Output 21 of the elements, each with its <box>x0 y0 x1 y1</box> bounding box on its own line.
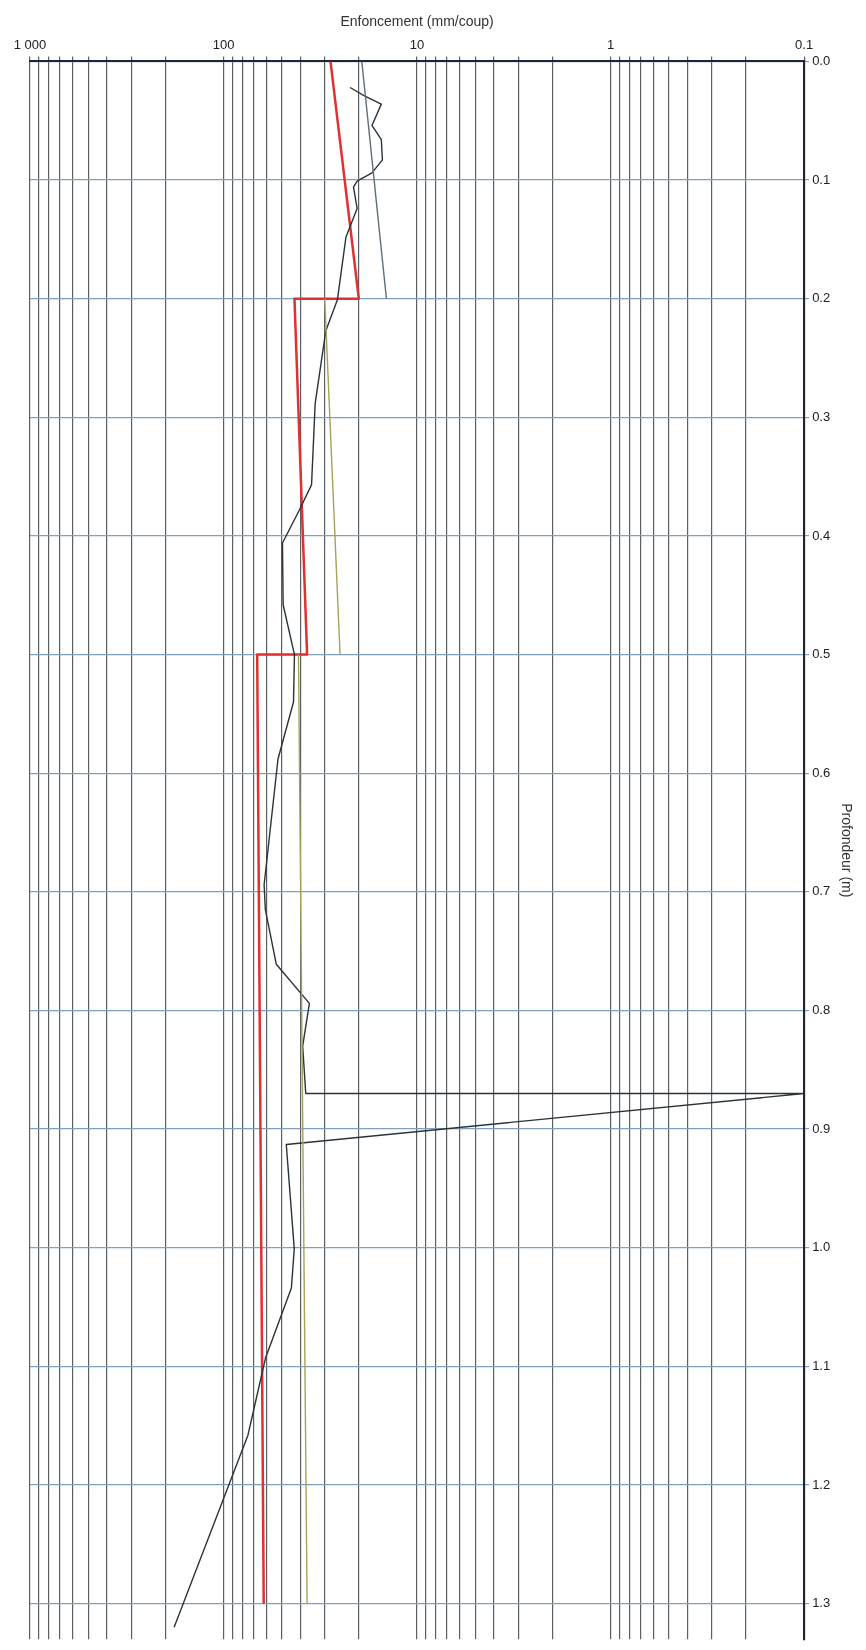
y-tick-label: 0.4 <box>812 527 831 543</box>
y-tick-label: 0.6 <box>812 764 831 780</box>
y-tick-label: 1.0 <box>812 1239 831 1255</box>
y-tick-label: 0.0 <box>812 52 831 68</box>
y-tick-label: 1.2 <box>812 1476 831 1492</box>
y-tick-label: 0.5 <box>812 646 831 662</box>
x-tick-label: 0.1 <box>795 37 814 53</box>
y-tick-label: 0.8 <box>812 1002 831 1018</box>
y-tick-label: 1.1 <box>812 1357 831 1373</box>
x-axis-title: Enfoncement (mm/coup) <box>340 13 494 30</box>
y-axis-title: Profondeur (m) <box>838 803 855 898</box>
y-tick-label: 0.1 <box>812 171 831 187</box>
y-tick-label: 0.2 <box>812 290 831 306</box>
y-tick-label: 0.7 <box>812 883 831 899</box>
x-tick-label: 1 000 <box>13 37 47 53</box>
y-tick-label: 1.3 <box>812 1595 831 1611</box>
x-tick-label: 100 <box>212 37 235 53</box>
x-tick-label: 1 <box>606 37 615 53</box>
y-tick-label: 0.3 <box>812 408 831 424</box>
y-tick-label: 0.9 <box>812 1120 831 1136</box>
x-tick-label: 10 <box>409 37 425 53</box>
